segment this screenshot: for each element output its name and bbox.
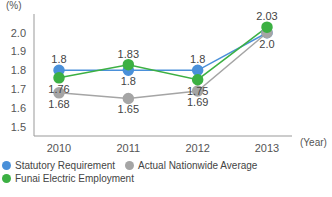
svg-text:1.76: 1.76 <box>48 83 69 95</box>
html-text:Funai Electric Employment: Funai Electric Employment <box>15 173 134 184</box>
svg-text:1.69: 1.69 <box>187 96 208 108</box>
svg-text:1.83: 1.83 <box>118 48 139 60</box>
svg-text:2012: 2012 <box>185 142 209 154</box>
svg-text:1.68: 1.68 <box>48 98 69 110</box>
html-text:Actual Nationwide Average: Actual Nationwide Average <box>138 160 258 171</box>
html-text:(Year): (Year) <box>300 137 327 148</box>
svg-text:1.6: 1.6 <box>11 102 26 114</box>
html-text:Statutory Requirement: Statutory Requirement <box>15 160 116 171</box>
svg-text:1.75: 1.75 <box>187 85 208 97</box>
svg-text:1.9: 1.9 <box>11 45 26 57</box>
svg-text:2010: 2010 <box>47 142 71 154</box>
svg-text:1.7: 1.7 <box>11 83 26 95</box>
svg-text:2.03: 2.03 <box>256 10 277 22</box>
svg-text:2013: 2013 <box>255 142 279 154</box>
svg-text:2011: 2011 <box>117 142 141 154</box>
svg-text:1.8: 1.8 <box>190 53 205 65</box>
svg-text:1.65: 1.65 <box>118 103 139 115</box>
svg-text:1.8: 1.8 <box>51 53 66 65</box>
svg-text:1.8: 1.8 <box>121 75 136 87</box>
svg-text:2.0: 2.0 <box>11 27 26 39</box>
svg-text:1.8: 1.8 <box>11 64 26 76</box>
svg-text:2.0: 2.0 <box>259 38 274 50</box>
svg-text:1.5: 1.5 <box>11 121 26 133</box>
